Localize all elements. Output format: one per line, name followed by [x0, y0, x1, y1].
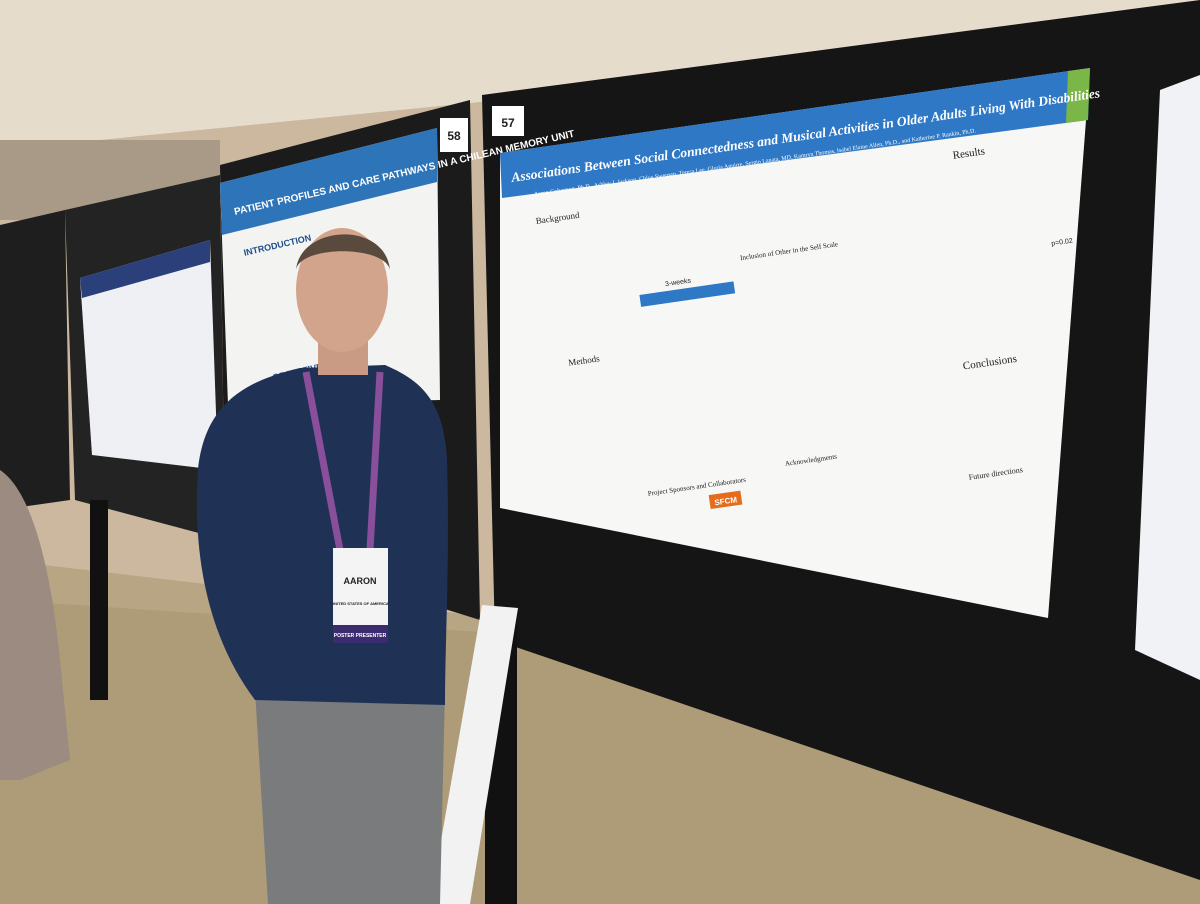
poster: [80, 240, 218, 470]
bystander: [0, 470, 70, 780]
poster-number-card: [492, 106, 524, 136]
board-leg: [90, 500, 108, 700]
section-heading: Methods: [568, 353, 601, 367]
badge-country: UNITED STATES OF AMERICA: [331, 601, 389, 606]
poster-number: 58: [447, 129, 461, 143]
ceiling: [0, 0, 1200, 150]
pants: [255, 690, 445, 904]
poster-accent: [1066, 68, 1090, 123]
head: [296, 228, 388, 352]
board: [0, 210, 70, 510]
badge-name: AARON: [344, 576, 377, 586]
figure-text: p=0.02: [1051, 238, 1073, 248]
section-heading: Results: [952, 145, 986, 161]
figure-text: 3-weeks: [665, 277, 692, 288]
badge-stripe: [333, 625, 388, 643]
poster-tube: [430, 605, 518, 904]
hair: [296, 234, 390, 270]
logo-text: SFCM: [714, 495, 738, 507]
poster-header: [80, 240, 210, 298]
poster-header: [500, 68, 1090, 198]
logo: [708, 490, 743, 510]
poster: [1135, 75, 1200, 680]
badge-role: POSTER PRESENTER: [334, 633, 387, 639]
shirt: [196, 365, 448, 705]
poster-number: 57: [501, 116, 515, 130]
poster-number-card: [440, 118, 468, 152]
poster: [500, 68, 1090, 618]
poster-header: [220, 128, 437, 235]
lanyard: [302, 371, 384, 551]
arrow: [639, 281, 736, 307]
